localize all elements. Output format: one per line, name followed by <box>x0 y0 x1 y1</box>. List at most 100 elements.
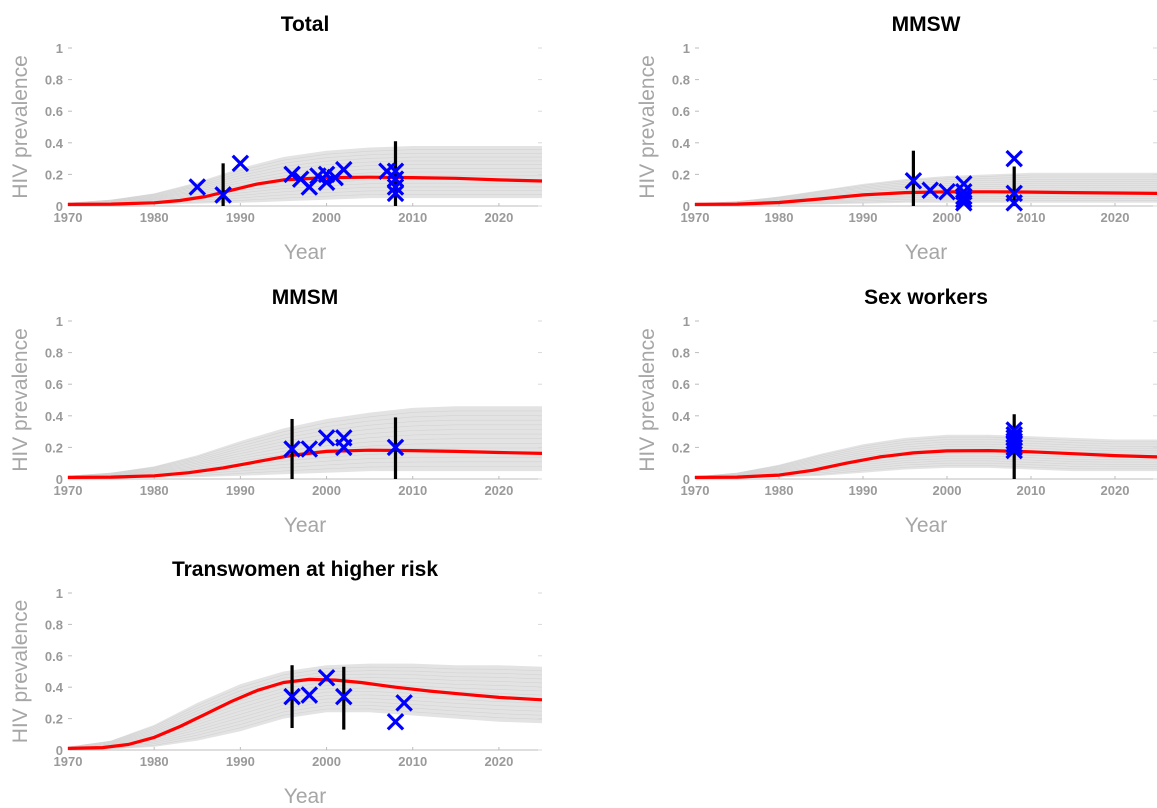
y-tick-label: 0 <box>56 199 63 214</box>
simulation-band <box>694 172 1157 207</box>
x-axis-label: Year <box>284 785 326 808</box>
panel-2: MMSM HIV prevalence Year 1970 1980 1990 2000 20… <box>9 286 543 537</box>
band-trajectory <box>67 666 543 748</box>
data-point-marker <box>1005 438 1023 457</box>
panel-title: Total <box>281 13 330 36</box>
data-point-marker <box>386 178 405 196</box>
band-trajectory <box>67 677 543 749</box>
data-point-marker <box>938 183 956 201</box>
x-tick-label: 2000 <box>312 483 341 498</box>
data-point-marker <box>1005 194 1023 212</box>
y-axis-label: HIV prevalence <box>636 55 659 199</box>
y-tick-label: 0.6 <box>672 104 690 119</box>
x-tick-label: 2010 <box>398 210 427 225</box>
data-point-marker <box>335 687 353 706</box>
data-point-marker <box>300 440 319 458</box>
y-tick-label: 0.8 <box>45 73 63 88</box>
band-trajectory <box>694 455 1157 479</box>
y-tick-label: 0 <box>56 743 63 758</box>
data-point-marker <box>955 187 973 206</box>
x-tick-label: 1990 <box>226 754 255 769</box>
y-tick-label: 1 <box>56 41 63 56</box>
x-tick-label: 2000 <box>312 210 341 225</box>
band-trajectory <box>67 670 543 748</box>
x-tick-label: 1980 <box>140 754 169 769</box>
y-tick-label: 0.2 <box>45 712 63 727</box>
y-tick-label: 0.4 <box>45 409 64 424</box>
data-point-marker <box>317 669 336 687</box>
y-tick-label: 0.2 <box>672 167 690 182</box>
x-tick-label: 2000 <box>933 210 962 225</box>
data-point-marker <box>335 438 353 457</box>
band-trajectory <box>694 436 1157 478</box>
x-tick-label: 1970 <box>54 754 83 769</box>
panel-title: Sex workers <box>864 286 988 309</box>
band-trajectory <box>694 200 1157 207</box>
y-tick-label: 0.8 <box>672 73 690 88</box>
y-tick-label: 0.2 <box>45 440 63 455</box>
data-point-marker <box>386 438 405 457</box>
x-tick-label: 1980 <box>140 483 169 498</box>
data-point-marker <box>1005 435 1023 454</box>
x-tick-label: 2010 <box>1017 483 1046 498</box>
y-axis-label: HIV prevalence <box>636 328 659 472</box>
y-tick-label: 0.6 <box>45 649 63 664</box>
data-point-marker <box>231 154 250 173</box>
band-trajectory <box>67 164 542 205</box>
y-axis-label: HIV prevalence <box>9 55 32 199</box>
band-trajectory <box>67 149 542 204</box>
y-tick-label: 0 <box>56 472 63 487</box>
x-tick-label: 2020 <box>484 483 513 498</box>
band-trajectory <box>67 429 542 478</box>
x-tick-label: 1970 <box>681 483 710 498</box>
band-area <box>68 663 542 750</box>
band-trajectory <box>67 156 542 204</box>
x-tick-label: 1990 <box>226 210 255 225</box>
data-point-marker <box>317 173 336 192</box>
y-tick-label: 0 <box>683 199 690 214</box>
panel-title: MMSM <box>272 286 339 309</box>
x-tick-label: 2010 <box>398 483 427 498</box>
band-trajectory <box>694 176 1157 205</box>
x-tick-label: 2000 <box>312 754 341 769</box>
y-tick-label: 1 <box>683 314 690 329</box>
x-tick-label: 1970 <box>681 210 710 225</box>
y-tick-label: 0.4 <box>672 136 691 151</box>
x-tick-label: 2000 <box>933 483 962 498</box>
x-axis-label: Year <box>284 514 326 537</box>
model-line <box>67 677 543 750</box>
band-trajectory <box>67 419 542 477</box>
data-point-marker <box>955 190 973 209</box>
x-tick-label: 1980 <box>765 483 794 498</box>
band-trajectory <box>67 698 543 750</box>
x-tick-label: 2020 <box>484 210 513 225</box>
y-tick-label: 1 <box>683 41 690 56</box>
x-tick-label: 1980 <box>765 210 794 225</box>
x-tick-label: 2020 <box>1101 483 1130 498</box>
model-line <box>67 175 543 206</box>
x-tick-label: 1990 <box>226 483 255 498</box>
data-point-marker <box>921 181 939 199</box>
x-tick-label: 2010 <box>398 754 427 769</box>
data-point-marker <box>214 186 232 204</box>
x-tick-label: 2020 <box>484 754 513 769</box>
band-trajectory <box>67 410 542 477</box>
y-tick-label: 0 <box>683 472 690 487</box>
band-trajectory <box>67 701 543 750</box>
y-tick-label: 0.8 <box>45 617 63 632</box>
panel-4: Transwomen at higher risk HIV prevalence Y… <box>9 558 543 808</box>
band-trajectory <box>694 446 1157 478</box>
x-axis-label: Year <box>905 514 947 537</box>
band-trajectory <box>67 424 542 477</box>
band-trajectory <box>67 705 543 750</box>
x-tick-label: 1990 <box>849 210 878 225</box>
data-point-marker <box>283 440 301 458</box>
band-trajectory <box>694 439 1157 478</box>
band-trajectory <box>67 415 542 477</box>
band-trajectory <box>694 448 1157 478</box>
y-axis-label: HIV prevalence <box>9 600 32 744</box>
x-axis-label: Year <box>284 241 326 264</box>
data-point-marker <box>1005 149 1023 168</box>
panel-title: Transwomen at higher risk <box>172 558 438 581</box>
